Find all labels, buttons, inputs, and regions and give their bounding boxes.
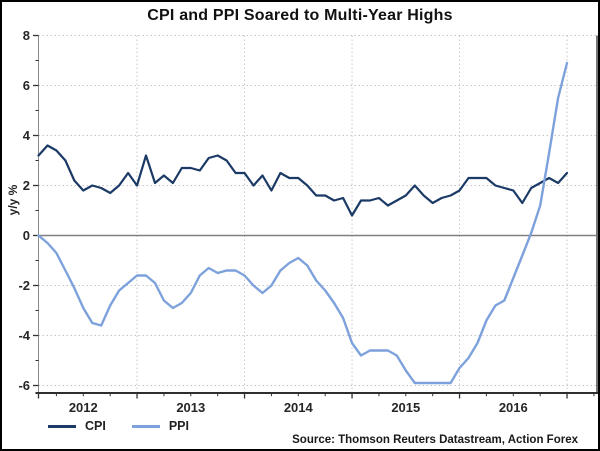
y-tick-label: 6 xyxy=(23,78,30,93)
y-tick-label: -6 xyxy=(18,378,30,393)
source-note: Source: Thomson Reuters Datastream, Acti… xyxy=(292,434,578,446)
cpi-line xyxy=(37,144,569,217)
y-tick-label: -2 xyxy=(18,278,30,293)
ppi-line xyxy=(37,61,569,385)
legend: CPI PPI xyxy=(48,419,189,433)
chart-title: CPI and PPI Soared to Multi-Year Highs xyxy=(147,7,453,24)
y-tick-label: -4 xyxy=(18,328,30,343)
y-axis-title: y/y % xyxy=(6,184,20,216)
x-tick-label: 2012 xyxy=(69,400,98,415)
x-tick-label: 2015 xyxy=(391,400,420,415)
x-tick-label: 2013 xyxy=(176,400,205,415)
y-tick-label: 2 xyxy=(23,178,30,193)
legend-label-cpi: CPI xyxy=(85,419,106,433)
legend-item-cpi: CPI xyxy=(48,419,106,433)
y-tick-label: 0 xyxy=(23,228,30,243)
y-tick-label: 4 xyxy=(23,128,31,143)
legend-label-ppi: PPI xyxy=(168,419,189,433)
x-tick-label: 2016 xyxy=(499,400,528,415)
x-tick-label: 2014 xyxy=(284,400,314,415)
ppi-line-swatch xyxy=(131,424,160,428)
y-tick-label: 8 xyxy=(23,28,30,43)
cpi-line-swatch xyxy=(48,424,76,428)
legend-item-ppi: PPI xyxy=(131,419,189,433)
